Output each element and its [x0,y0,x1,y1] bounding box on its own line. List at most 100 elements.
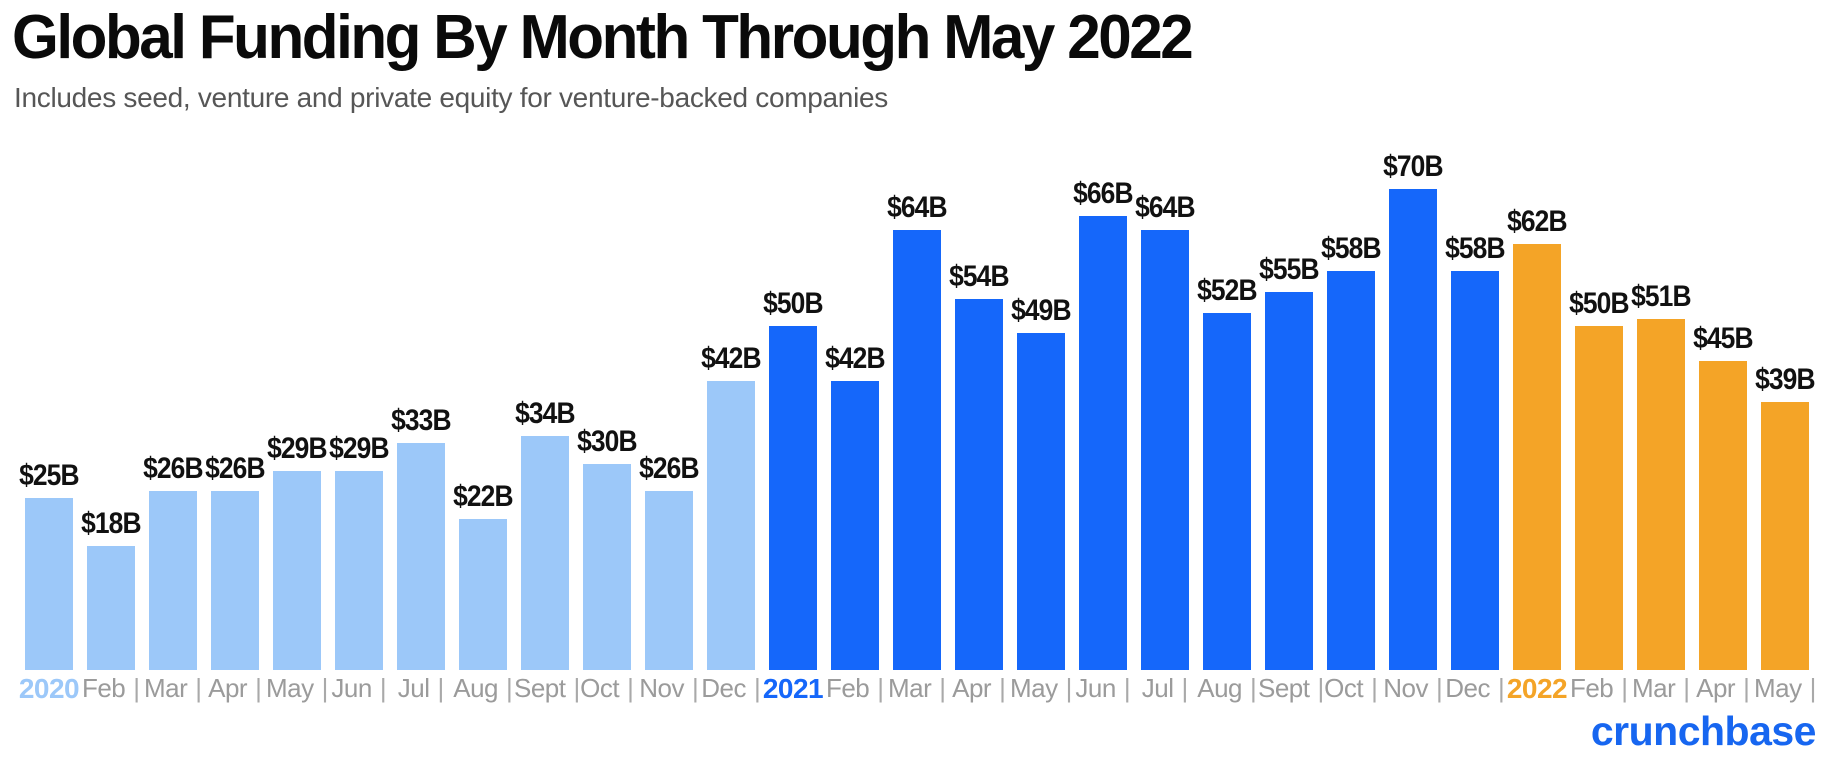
bar-cell: $29B [266,434,328,670]
x-axis-separator: | [877,673,885,703]
x-axis-month-label: Oct [1324,673,1364,703]
bar-cell: $33B [390,406,452,670]
bar-cell: $42B [824,344,886,670]
bar-cell: $50B [1568,289,1630,670]
bar [1513,244,1561,670]
bar-cell: $58B [1444,234,1506,670]
x-axis-separator: | [1123,673,1131,703]
x-axis-separator: | [1371,673,1378,703]
x-axis-separator: | [1809,673,1817,703]
bar [149,491,197,670]
x-axis-cell: Nov | [638,672,700,703]
bar [1079,216,1127,670]
bar-cell: $45B [1692,324,1754,670]
x-axis-month-label: Apr [208,673,248,703]
x-axis-month-label: Feb [81,673,126,703]
x-axis-month-label: Apr [952,673,992,703]
x-axis-month-label: Nov [1383,673,1428,703]
x-axis-separator: | [627,673,634,703]
bar-value-label: $64B [887,191,947,224]
bar [769,326,817,670]
x-axis-separator: | [1743,673,1750,703]
x-axis-cell: Sept | [514,672,580,703]
x-axis-cell: May | [1010,672,1072,703]
x-axis-cell: Dec | [1444,672,1506,703]
bar-value-label: $26B [205,452,265,485]
bar-cell: $66B [1072,179,1134,670]
x-axis-separator: | [1317,673,1325,703]
bar-value-label: $50B [763,287,823,320]
x-axis-separator: | [437,673,445,703]
bar-value-label: $25B [19,459,79,492]
bar-value-label: $34B [515,397,575,430]
bar [1761,402,1809,670]
bar-cell: $26B [204,454,266,670]
bar-cell: $62B [1506,207,1568,670]
x-axis-month-label: Feb [825,673,870,703]
bar-value-label: $33B [391,404,451,437]
x-axis-month-label: Jun [331,673,372,703]
bar [1017,333,1065,670]
bar-value-label: $42B [825,342,885,375]
bar-value-label: $70B [1383,150,1443,183]
bar [211,491,259,670]
bar-cell: $64B [886,193,948,670]
bar-value-label: $52B [1197,274,1257,307]
bar [831,381,879,670]
x-axis-month-label: May [1754,673,1802,703]
bar [1265,292,1313,670]
bar-cell: $54B [948,262,1010,670]
x-axis-separator: | [999,673,1006,703]
x-axis-separator: | [379,673,387,703]
x-axis-year-label: 2020 [18,673,80,704]
bar-cell: $64B [1134,193,1196,670]
x-axis-separator: | [321,673,329,703]
bar-cell: $55B [1258,255,1320,670]
bar [1203,313,1251,670]
bar [583,464,631,670]
bar-cell: $50B [762,289,824,670]
x-axis-separator: | [1497,673,1505,703]
x-axis-separator: | [691,673,699,703]
x-axis-month-label: Apr [1696,673,1736,703]
bar [459,519,507,670]
x-axis-separator: | [1683,673,1691,703]
bar [1637,319,1685,670]
x-axis-month-label: Mar [887,673,932,703]
x-axis-year-label: 2022 [1506,673,1568,704]
bar-value-label: $29B [329,432,389,465]
x-axis-cell: 2020 [18,672,80,705]
page-subtitle: Includes seed, venture and private equit… [14,82,888,113]
x-axis-cell: Mar | [886,672,948,703]
bar [25,498,73,670]
x-axis-month-label: Mar [143,673,188,703]
bar-cell: $51B [1630,282,1692,670]
x-axis-cell: Oct | [1320,672,1382,703]
x-axis-month-label: Feb [1569,673,1614,703]
bar-cell: $49B [1010,296,1072,670]
x-axis-separator: | [133,673,141,703]
x-axis-month-label: Jul [397,673,430,703]
x-axis-cell: Mar | [1630,672,1692,703]
x-axis-separator: | [506,673,513,703]
x-axis-month-label: May [266,673,314,703]
x-axis-cell: 2022 [1506,672,1568,705]
x-axis-month-label: Dec [701,673,746,703]
bar [87,546,135,670]
crunchbase-logo: crunchbase [1590,708,1817,754]
x-axis-cell: Apr | [948,672,1010,703]
bar-cell: $34B [514,399,576,670]
bar-value-label: $62B [1507,205,1567,238]
x-axis-cell: Mar | [142,672,204,703]
x-axis-cell: Jul | [1134,672,1196,703]
x-axis-month-label: Sept [514,673,566,703]
bar [1141,230,1189,670]
page-title: Global Funding By Month Through May 2022 [12,3,1194,72]
x-axis-cell: Nov | [1382,672,1444,703]
bar-cell: $22B [452,482,514,670]
x-axis-month-label: Sept [1258,673,1310,703]
x-axis-cell: May | [266,672,328,703]
x-axis-month-label: Aug [453,673,498,703]
bars-area: $25B $18B $26B $26B $29B $29B $33B $22B $34B $30B… [18,140,1816,670]
x-axis-month-label: Oct [580,673,620,703]
